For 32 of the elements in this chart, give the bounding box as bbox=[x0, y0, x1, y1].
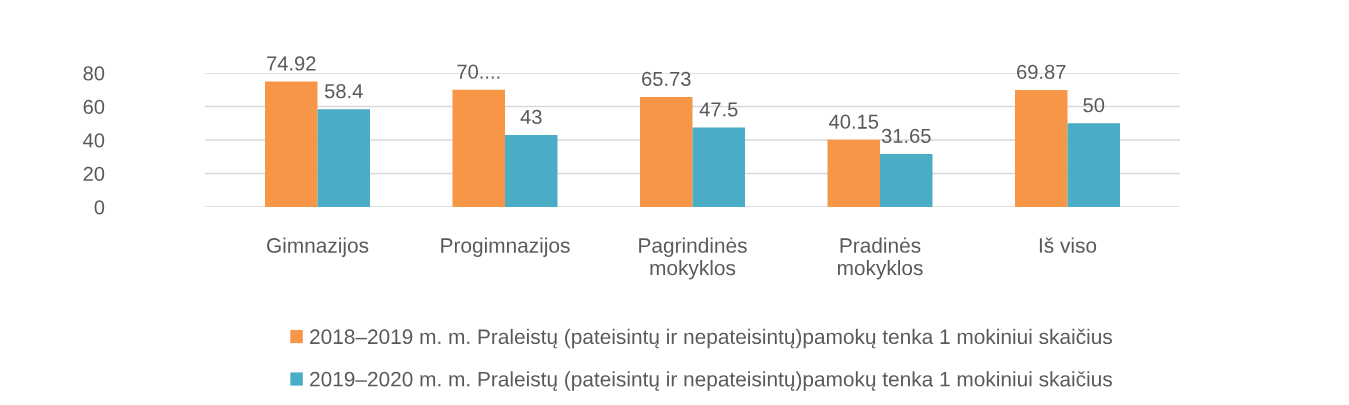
bar bbox=[692, 127, 745, 207]
bar bbox=[317, 109, 370, 207]
data-label: 50 bbox=[1083, 98, 1105, 113]
bar bbox=[1067, 123, 1120, 207]
data-label: 31.65 bbox=[881, 128, 931, 144]
y-tick-label: 60 bbox=[83, 99, 105, 114]
bar bbox=[880, 153, 933, 207]
x-tick-label: Pagrindinės mokyklos bbox=[639, 237, 747, 280]
data-label: 47.5 bbox=[699, 102, 738, 117]
legend-label: 2018–2019 m. m. Praleistų (pateisintų ir nepateisintų)pamokų tenka 1 mokiniui skaičius bbox=[310, 328, 1112, 349]
y-tick-label: 20 bbox=[83, 166, 105, 181]
bar bbox=[827, 139, 880, 207]
bar bbox=[505, 134, 558, 207]
y-tick-label: 40 bbox=[83, 133, 105, 148]
data-label: 40.15 bbox=[829, 114, 879, 129]
x-tick-label: Progimnazijos bbox=[441, 237, 570, 257]
data-label: 65.73 bbox=[642, 71, 691, 86]
data-label: 58.4 bbox=[324, 83, 363, 99]
x-tick-label: Gimnazijos bbox=[267, 237, 369, 257]
bar bbox=[1015, 89, 1068, 207]
bar bbox=[640, 96, 693, 207]
bar bbox=[265, 81, 318, 207]
y-tick-label: 0 bbox=[94, 200, 105, 215]
data-label: 74.92 bbox=[267, 56, 316, 71]
data-label: 43 bbox=[520, 109, 542, 125]
x-tick-label: Iš viso bbox=[1039, 237, 1097, 253]
data-label: 69.87 bbox=[1017, 64, 1066, 80]
data-label: 70.... bbox=[457, 64, 500, 79]
y-tick-label: 80 bbox=[83, 66, 105, 81]
bar bbox=[452, 89, 505, 207]
x-tick-label: Pradinės mokyklos bbox=[837, 237, 923, 280]
legend-label: 2019–2020 m. m. Praleistų (pateisintų ir nepateisintų)pamokų tenka 1 mokiniui skaičius bbox=[310, 371, 1112, 391]
